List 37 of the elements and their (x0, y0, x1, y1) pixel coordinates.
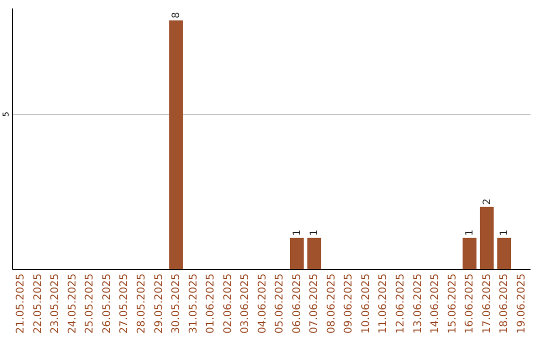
data-label: 1 (499, 230, 510, 236)
x-tick-label: 09.06.2025 (342, 274, 355, 334)
data-label: 2 (482, 198, 493, 205)
data-label: 1 (309, 230, 320, 236)
x-tick-label: 17.06.2025 (480, 274, 493, 334)
x-tick-label: 29.05.2025 (152, 274, 165, 334)
data-label: 1 (464, 230, 476, 236)
x-tick-label: 22.05.2025 (32, 274, 44, 334)
x-tick-label: 21.05.2025 (14, 274, 27, 334)
x-tick-label: 24.05.2025 (66, 274, 78, 334)
data-label: 1 (292, 230, 303, 236)
x-tick-label: 30.05.2025 (170, 274, 182, 334)
x-tick-label: 03.06.2025 (239, 274, 252, 334)
x-tick-label: 15.06.2025 (446, 274, 458, 334)
x-tick-label: 13.06.2025 (412, 274, 424, 334)
x-tick-label: 06.06.2025 (290, 274, 303, 334)
x-tick-label: 23.05.2025 (49, 274, 62, 334)
x-tick-label: 25.05.2025 (84, 274, 96, 334)
x-tick-label: 01.06.2025 (204, 274, 217, 334)
x-tick-label: 16.06.2025 (464, 274, 476, 334)
x-tick-label: 19.06.2025 (515, 274, 528, 334)
x-tick-label: 05.06.2025 (274, 274, 286, 334)
x-tick-label: 07.06.2025 (308, 274, 320, 334)
x-tick-label: 26.05.2025 (100, 274, 113, 334)
data-label: 8 (171, 12, 182, 18)
x-tick-label: 27.05.2025 (118, 274, 130, 334)
x-tick-label: 08.06.2025 (325, 274, 338, 334)
y-tick-label: 5 (2, 112, 10, 117)
x-tick-label: 04.06.2025 (256, 274, 268, 334)
x-tick-label: 12.06.2025 (394, 274, 406, 334)
x-tick-label: 31.05.2025 (187, 274, 200, 334)
x-tick-label: 28.05.2025 (136, 274, 148, 334)
x-tick-label: 11.06.2025 (377, 274, 390, 334)
x-tick-label: 10.06.2025 (360, 274, 372, 334)
x-tick-label: 02.06.2025 (222, 274, 234, 334)
x-tick-label: 14.06.2025 (429, 274, 442, 334)
x-tick-label: 18.06.2025 (498, 274, 510, 334)
